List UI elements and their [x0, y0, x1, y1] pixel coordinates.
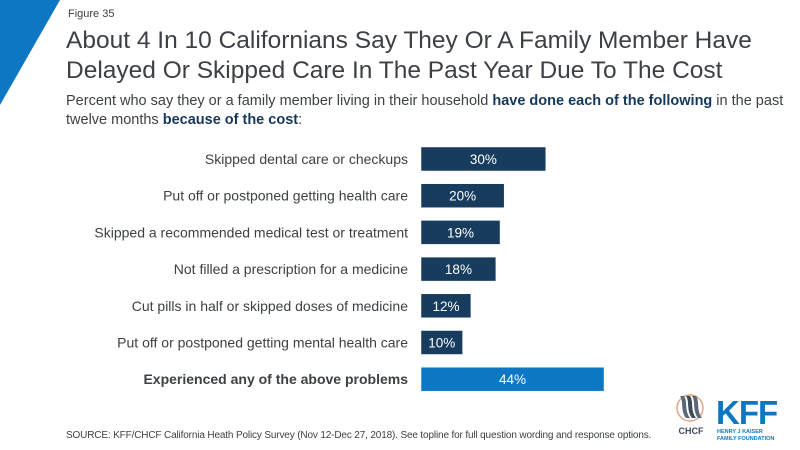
- corner-accent-triangle: [0, 0, 60, 105]
- bar: [420, 366, 605, 392]
- bar: [420, 146, 547, 172]
- data-label: 20%: [449, 189, 476, 204]
- category-label: Experienced any of the above problems: [143, 371, 408, 387]
- kff-logo-line1: HENRY J KAISER: [717, 429, 763, 435]
- kff-logo-text: KFF: [716, 394, 777, 431]
- subtitle-bold2: because of the cost: [162, 112, 299, 128]
- data-label: 19%: [447, 225, 474, 240]
- subtitle-part3: :: [298, 112, 303, 128]
- chcf-logo-text: CHCF: [679, 426, 704, 436]
- kff-logo: KFF HENRY J KAISER FAMILY FOUNDATION: [716, 394, 778, 442]
- category-label: Not filled a prescription for a medicine: [174, 261, 408, 277]
- chcf-logo: CHCF: [676, 394, 704, 436]
- category-label: Put off or postponed getting health care: [163, 188, 408, 204]
- bar: [420, 330, 463, 355]
- subtitle: Percent who say they or a family member …: [66, 92, 786, 130]
- bar: [420, 183, 505, 208]
- data-label: 18%: [445, 262, 472, 277]
- figure-label: Figure 35: [68, 8, 115, 20]
- subtitle-part1: Percent who say they or a family member …: [66, 93, 493, 109]
- data-label: 12%: [432, 299, 459, 314]
- bar-chart: Skipped dental care or checkups 30% Put of…: [94, 146, 605, 392]
- category-label: Cut pills in half or skipped doses of me…: [132, 298, 408, 314]
- data-label: 10%: [428, 336, 455, 351]
- category-label: Skipped a recommended medical test or tr…: [94, 224, 408, 240]
- category-label: Skipped dental care or checkups: [205, 151, 408, 167]
- data-label: 44%: [499, 372, 526, 387]
- source-note: SOURCE: KFF/CHCF California Heath Policy…: [66, 430, 652, 441]
- category-label: Put off or postponed getting mental heal…: [117, 335, 408, 351]
- kff-logo-line2: FAMILY FOUNDATION: [717, 436, 774, 442]
- data-label: 30%: [470, 152, 497, 167]
- bar: [420, 220, 501, 245]
- bar: [420, 256, 497, 282]
- page-title: About 4 In 10 Californians Say They Or A…: [66, 27, 752, 84]
- subtitle-bold1: have done each of the following: [492, 93, 713, 109]
- bar: [420, 293, 472, 319]
- subtitle-part2: in the past twelve months: [66, 93, 784, 128]
